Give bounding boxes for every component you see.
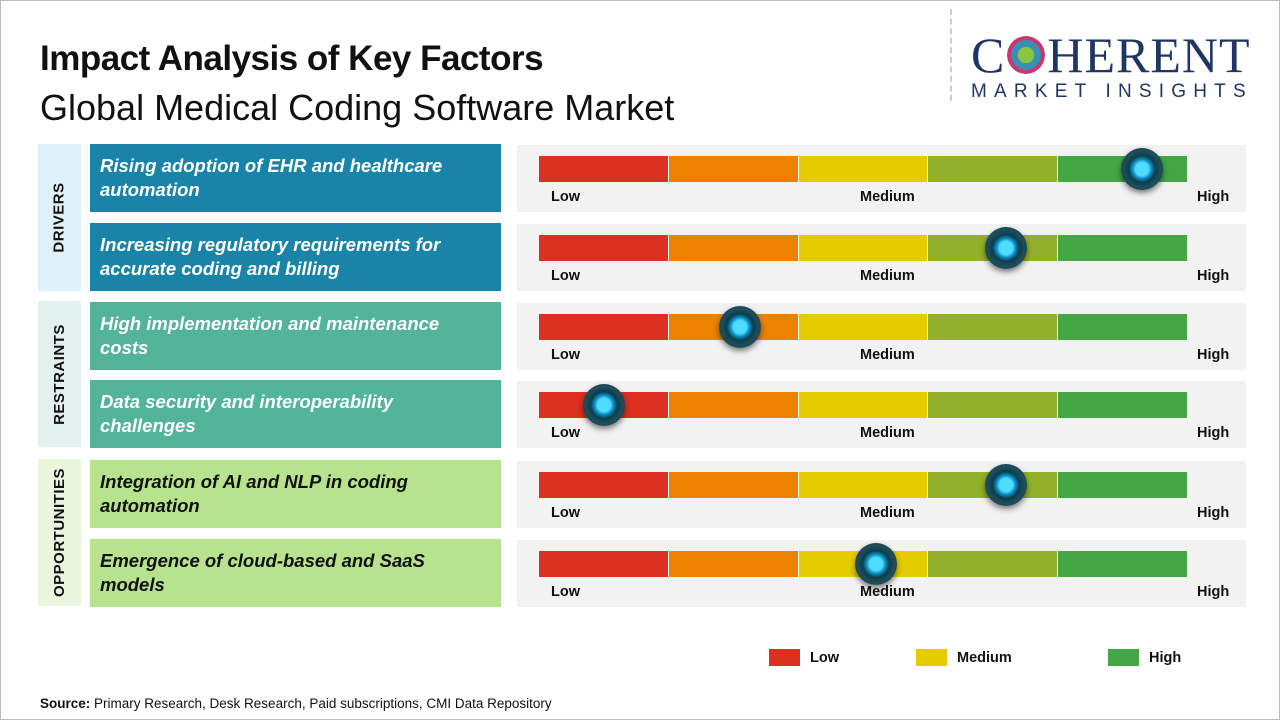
legend-swatch	[769, 649, 800, 666]
scale-label-medium: Medium	[860, 505, 915, 521]
scale-label-high: High	[1197, 425, 1230, 441]
scale-label-medium: Medium	[860, 189, 915, 205]
factor-label: Emergence of cloud-based and SaaS models	[90, 539, 501, 607]
impact-gauge: Low Medium High	[517, 145, 1246, 212]
factor-label: High implementation and maintenance cost…	[90, 302, 501, 370]
scale-label-high: High	[1197, 268, 1230, 284]
gauge-segment	[928, 392, 1059, 418]
gauge-segment	[1058, 235, 1187, 261]
factor-label: Integration of AI and NLP in coding auto…	[90, 460, 501, 528]
gauge-segment	[798, 472, 929, 498]
impact-gauge: Low Medium High	[517, 540, 1246, 607]
logo-letter: C	[971, 27, 1006, 83]
scale-label-medium: Medium	[860, 268, 915, 284]
gauge-segment	[928, 551, 1059, 577]
gauge-segment	[539, 472, 669, 498]
gauge-bar	[539, 392, 1187, 418]
gauge-segment	[1058, 392, 1187, 418]
gauge-segment	[798, 235, 929, 261]
header-divider	[950, 9, 952, 101]
gauge-segment	[1058, 314, 1187, 340]
gauge-bar	[539, 156, 1187, 182]
factor-label: Data security and interoperability chall…	[90, 380, 501, 448]
scale-label-high: High	[1197, 347, 1230, 363]
gauge-segment	[798, 314, 929, 340]
gauge-bar	[539, 472, 1187, 498]
gauge-segment	[1058, 472, 1187, 498]
gauge-segment	[539, 235, 669, 261]
gauge-segment	[668, 472, 799, 498]
legend-item-low: Low	[769, 649, 839, 666]
gauge-bar	[539, 314, 1187, 340]
gauge-segment	[668, 392, 799, 418]
scale-label-low: Low	[551, 189, 580, 205]
impact-marker	[718, 306, 761, 348]
impact-marker	[582, 384, 625, 426]
gauge-segment	[668, 235, 799, 261]
legend-swatch	[916, 649, 947, 666]
impact-marker	[1120, 148, 1163, 190]
scale-label-medium: Medium	[860, 584, 915, 600]
page-subtitle: Global Medical Coding Software Market	[40, 87, 675, 128]
impact-marker	[984, 464, 1027, 506]
scale-label-medium: Medium	[860, 347, 915, 363]
factor-label: Rising adoption of EHR and healthcare au…	[90, 144, 501, 212]
gauge-segment	[1058, 551, 1187, 577]
gauge-segment	[668, 156, 799, 182]
gauge-segment	[928, 314, 1059, 340]
company-logo: C HERENT MARKET INSIGHTS	[971, 27, 1261, 103]
gauge-segment	[668, 551, 799, 577]
scale-label-low: Low	[551, 505, 580, 521]
category-label-restraints: RESTRAINTS	[38, 301, 81, 447]
category-label-drivers: DRIVERS	[38, 144, 81, 291]
gauge-segment	[539, 551, 669, 577]
gauge-bar	[539, 235, 1187, 261]
scale-label-high: High	[1197, 189, 1230, 205]
scale-label-low: Low	[551, 584, 580, 600]
scale-label-low: Low	[551, 425, 580, 441]
scale-label-low: Low	[551, 268, 580, 284]
gauge-segment	[798, 156, 929, 182]
source-note: Source: Primary Research, Desk Research,…	[40, 696, 552, 711]
impact-gauge: Low Medium High	[517, 303, 1246, 370]
page-title: Impact Analysis of Key Factors	[40, 39, 544, 78]
impact-gauge: Low Medium High	[517, 381, 1246, 448]
factor-label: Increasing regulatory requirements for a…	[90, 223, 501, 291]
legend-swatch	[1108, 649, 1139, 666]
scale-label-low: Low	[551, 347, 580, 363]
impact-marker	[984, 227, 1027, 269]
globe-icon	[1007, 36, 1046, 74]
gauge-segment	[539, 156, 669, 182]
scale-label-high: High	[1197, 584, 1230, 600]
scale-label-high: High	[1197, 505, 1230, 521]
category-label-opportunities: OPPORTUNITIES	[38, 459, 81, 606]
gauge-segment	[539, 314, 669, 340]
scale-label-medium: Medium	[860, 425, 915, 441]
impact-gauge: Low Medium High	[517, 224, 1246, 291]
legend-item-medium: Medium	[916, 649, 1012, 666]
logo-tagline: MARKET INSIGHTS	[971, 81, 1253, 102]
logo-word: HERENT	[1047, 27, 1251, 83]
gauge-segment	[928, 156, 1059, 182]
gauge-segment	[798, 392, 929, 418]
impact-gauge: Low Medium High	[517, 461, 1246, 528]
legend-item-high: High	[1108, 649, 1181, 666]
impact-marker	[854, 543, 897, 585]
